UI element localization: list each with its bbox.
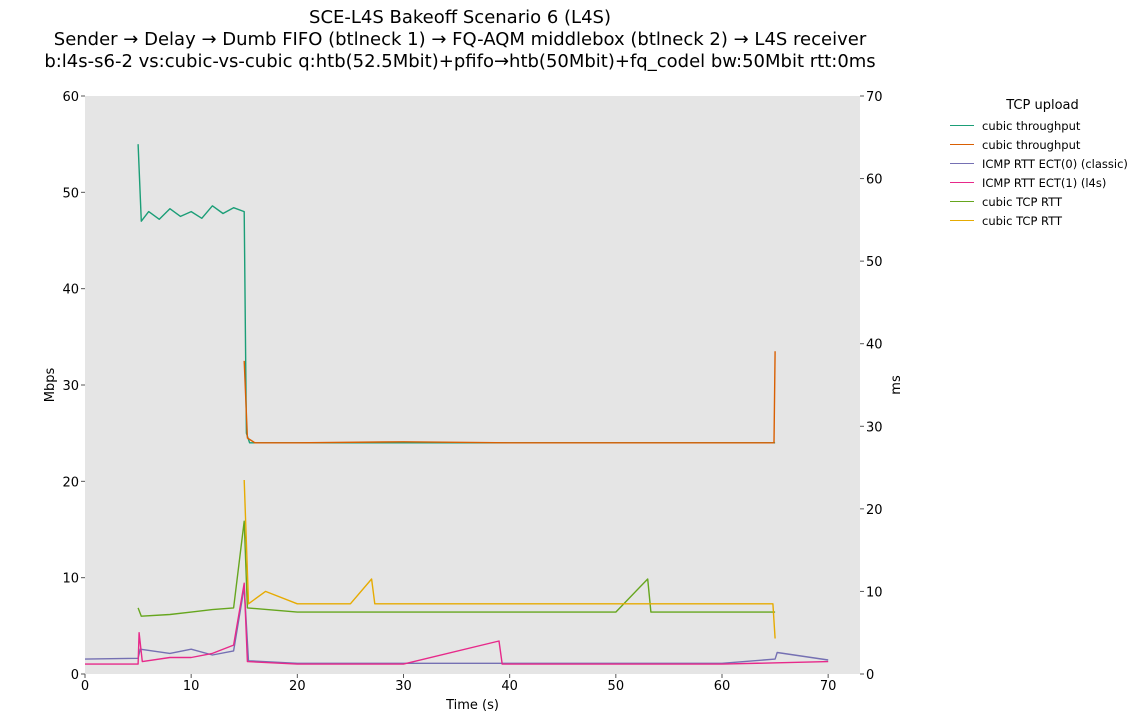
y-left-tick-label: 40 <box>62 283 79 298</box>
x-tick-label: 30 <box>395 679 412 694</box>
y-right-tick-label: 10 <box>866 585 883 600</box>
legend-label: cubic throughput <box>982 137 1081 152</box>
legend-label: ICMP RTT ECT(0) (classic) <box>982 156 1128 171</box>
legend-swatch <box>950 144 974 145</box>
legend-item: cubic TCP RTT <box>950 192 1135 211</box>
x-tick-label: 0 <box>81 679 89 694</box>
y-right-tick-label: 60 <box>866 173 883 188</box>
y-left-tick-label: 0 <box>71 668 79 683</box>
y-left-axis-label: Mbps <box>43 368 58 403</box>
x-tick-label: 70 <box>820 679 837 694</box>
legend-item: ICMP RTT ECT(0) (classic) <box>950 154 1135 173</box>
y-right-tick-label: 0 <box>866 668 874 683</box>
legend-swatch <box>950 182 974 183</box>
legend-swatch <box>950 125 974 126</box>
y-left-tick-label: 50 <box>62 186 79 201</box>
legend-item: cubic throughput <box>950 116 1135 135</box>
series-line-2 <box>243 351 776 444</box>
legend-swatch <box>950 220 974 221</box>
y-left-tick-label: 10 <box>62 572 79 587</box>
legend-label: cubic throughput <box>982 118 1081 133</box>
y-right-tick-label: 70 <box>866 90 883 105</box>
plot-area <box>85 96 860 674</box>
y-right-tick-label: 50 <box>866 255 883 270</box>
legend: TCP upload cubic throughput cubic through… <box>950 98 1135 230</box>
legend-label: ICMP RTT ECT(1) (l4s) <box>982 175 1107 190</box>
y-right-tick-label: 40 <box>866 338 883 353</box>
chart-title-line-1: SCE-L4S Bakeoff Scenario 6 (L4S) <box>309 7 611 28</box>
legend-label: cubic TCP RTT <box>982 213 1063 228</box>
y-right-tick-label: 30 <box>866 420 883 435</box>
legend-title: TCP upload <box>1006 98 1079 113</box>
series-line-4 <box>85 582 829 665</box>
x-tick-label: 50 <box>608 679 625 694</box>
legend-item: cubic throughput <box>950 135 1135 154</box>
x-tick-label: 60 <box>714 679 731 694</box>
series-line-6 <box>243 479 776 639</box>
legend-item: cubic TCP RTT <box>950 211 1135 230</box>
y-right-axis-label: ms <box>889 375 904 395</box>
series-line-5 <box>137 520 776 617</box>
x-tick-label: 40 <box>501 679 518 694</box>
y-left-tick-label: 30 <box>62 379 79 394</box>
legend-swatch <box>950 201 974 202</box>
legend-swatch <box>950 163 974 164</box>
x-tick-label: 20 <box>289 679 306 694</box>
y-right-tick-label: 20 <box>866 503 883 518</box>
y-left-tick-label: 20 <box>62 475 79 490</box>
y-left-tick-label: 60 <box>62 90 79 105</box>
legend-label: cubic TCP RTT <box>982 194 1063 209</box>
x-axis-label: Time (s) <box>445 698 499 713</box>
chart-title-line-3: b:l4s-s6-2 vs:cubic-vs-cubic q:htb(52.5M… <box>44 51 876 72</box>
legend-item: ICMP RTT ECT(1) (l4s) <box>950 173 1135 192</box>
x-tick-label: 10 <box>183 679 200 694</box>
chart-title-line-2: Sender → Delay → Dumb FIFO (btlneck 1) →… <box>53 29 867 50</box>
series-line-3 <box>84 586 829 664</box>
